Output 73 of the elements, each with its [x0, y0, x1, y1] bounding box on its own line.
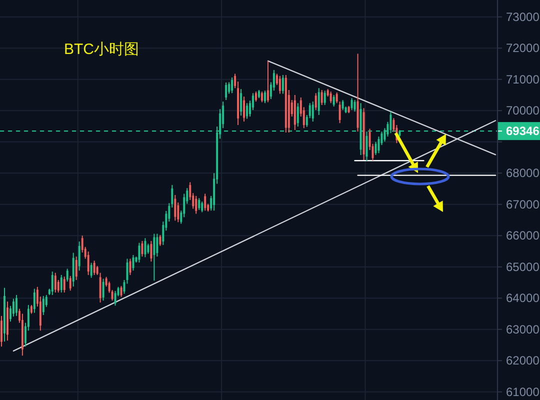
candlestick [132, 254, 134, 272]
candlestick [201, 201, 204, 213]
candlestick [366, 131, 368, 162]
y-tick-label: 61000 [506, 384, 540, 399]
candlestick [231, 77, 234, 94]
candlestick [51, 271, 54, 296]
candlestick [324, 90, 326, 106]
ref-line-label: 69346 [506, 124, 540, 138]
y-tick-label: 70000 [506, 104, 540, 118]
y-tick-label: 68000 [506, 166, 540, 180]
y-tick-label: 64000 [506, 291, 540, 306]
candlestick [174, 194, 176, 222]
candlestick [266, 60, 269, 103]
candlestick [78, 241, 80, 272]
candlestick [153, 233, 156, 282]
y-tick-label: 62000 [506, 354, 540, 368]
candlestick [150, 240, 152, 262]
candlestick [342, 100, 344, 110]
candlestick [75, 256, 78, 280]
candlestick [72, 252, 74, 288]
candlestick [63, 276, 66, 293]
candlestick [198, 198, 200, 210]
text: BTC小时图 [64, 40, 139, 58]
y-tick-label: 72000 [506, 41, 540, 56]
candlestick [264, 90, 266, 104]
candlestick [350, 98, 353, 110]
candlestick [159, 234, 162, 246]
candlestick [141, 240, 144, 258]
candlestick [0, 315, 2, 348]
candlestick [33, 288, 36, 314]
candlestick [54, 272, 56, 293]
candlestick [195, 195, 198, 214]
candlestick [114, 290, 116, 306]
candlestick [87, 251, 90, 276]
candlestick [254, 91, 257, 102]
candlestick [60, 274, 62, 293]
candlestick [338, 101, 341, 124]
candlestick [312, 101, 314, 122]
y-tick-label: 65000 [506, 260, 540, 274]
candlestick [243, 96, 245, 122]
candlestick [336, 92, 338, 104]
candlestick [90, 262, 92, 278]
candlestick [66, 268, 68, 282]
candlestick [332, 94, 335, 108]
candlestick [12, 298, 14, 318]
candlestick [246, 102, 248, 120]
candlestick [282, 74, 284, 94]
candlestick [318, 88, 320, 116]
y-tick-label: 63000 [506, 322, 540, 336]
candlestick [278, 75, 281, 94]
candlestick [314, 92, 317, 110]
candlestick [15, 294, 18, 316]
candlestick [138, 242, 140, 263]
y-tick-label: 67000 [506, 197, 540, 212]
candlestick [225, 82, 228, 100]
candlestick [102, 278, 104, 302]
candlestick [156, 233, 158, 258]
candlestick [296, 102, 299, 128]
y-tick-label: 73000 [506, 10, 540, 24]
candlestick [260, 91, 263, 103]
candlestick [330, 91, 332, 104]
candlestick [147, 243, 150, 254]
candlestick [42, 295, 44, 316]
candlestick [69, 275, 72, 292]
candlestick [129, 258, 132, 276]
candlestick [320, 90, 323, 106]
candlestick [354, 100, 356, 112]
candlestick [204, 193, 206, 212]
candlestick [144, 238, 146, 258]
y-tick-label: 71000 [506, 72, 540, 86]
candlestick [93, 260, 96, 276]
candlestick [240, 88, 242, 116]
y-tick-label: 66000 [506, 228, 540, 243]
